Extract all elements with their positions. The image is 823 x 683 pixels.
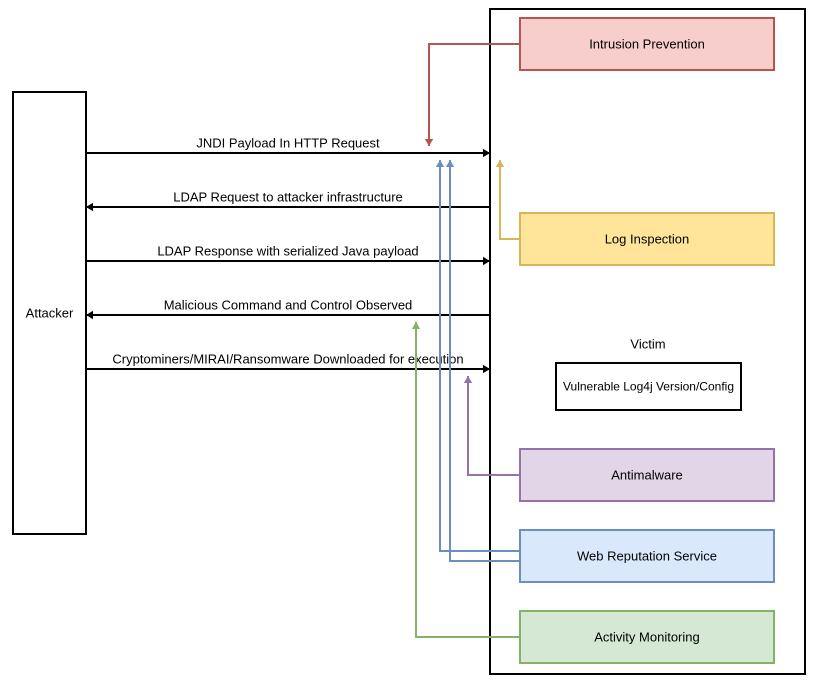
flow-label: LDAP Response with serialized Java paylo…	[157, 244, 418, 259]
arrowhead	[86, 203, 93, 211]
flow-label: Cryptominers/MIRAI/Ransomware Downloaded…	[112, 352, 463, 367]
log-inspection-arrow	[500, 160, 520, 239]
diagram-canvas: Attacker Victim Vulnerable Log4j Version/C…	[0, 0, 823, 683]
arrowhead	[425, 139, 433, 146]
arrowhead	[412, 322, 420, 329]
intrusion-arrow	[429, 44, 520, 146]
security-box-label: Log Inspection	[605, 232, 690, 247]
security-box-label: Antimalware	[611, 468, 683, 483]
security-box-label: Web Reputation Service	[577, 549, 717, 564]
arrowhead	[446, 160, 454, 167]
security-box-label: Activity Monitoring	[594, 630, 699, 645]
antimalware-arrow	[468, 376, 520, 475]
arrowhead	[496, 160, 504, 167]
arrowhead	[464, 376, 472, 383]
arrowhead	[483, 365, 490, 373]
attacker-label: Attacker	[26, 306, 74, 321]
flow-label: JNDI Payload In HTTP Request	[196, 136, 380, 151]
victim-label: Victim	[630, 337, 665, 352]
victim-inner-label: Vulnerable Log4j Version/Config	[563, 380, 734, 394]
arrowhead	[483, 149, 490, 157]
flow-label: Malicious Command and Control Observed	[164, 298, 413, 313]
arrowhead	[483, 257, 490, 265]
security-box-label: Intrusion Prevention	[589, 37, 705, 52]
arrowhead	[436, 160, 444, 167]
arrowhead	[86, 311, 93, 319]
flow-label: LDAP Request to attacker infrastructure	[173, 190, 403, 205]
